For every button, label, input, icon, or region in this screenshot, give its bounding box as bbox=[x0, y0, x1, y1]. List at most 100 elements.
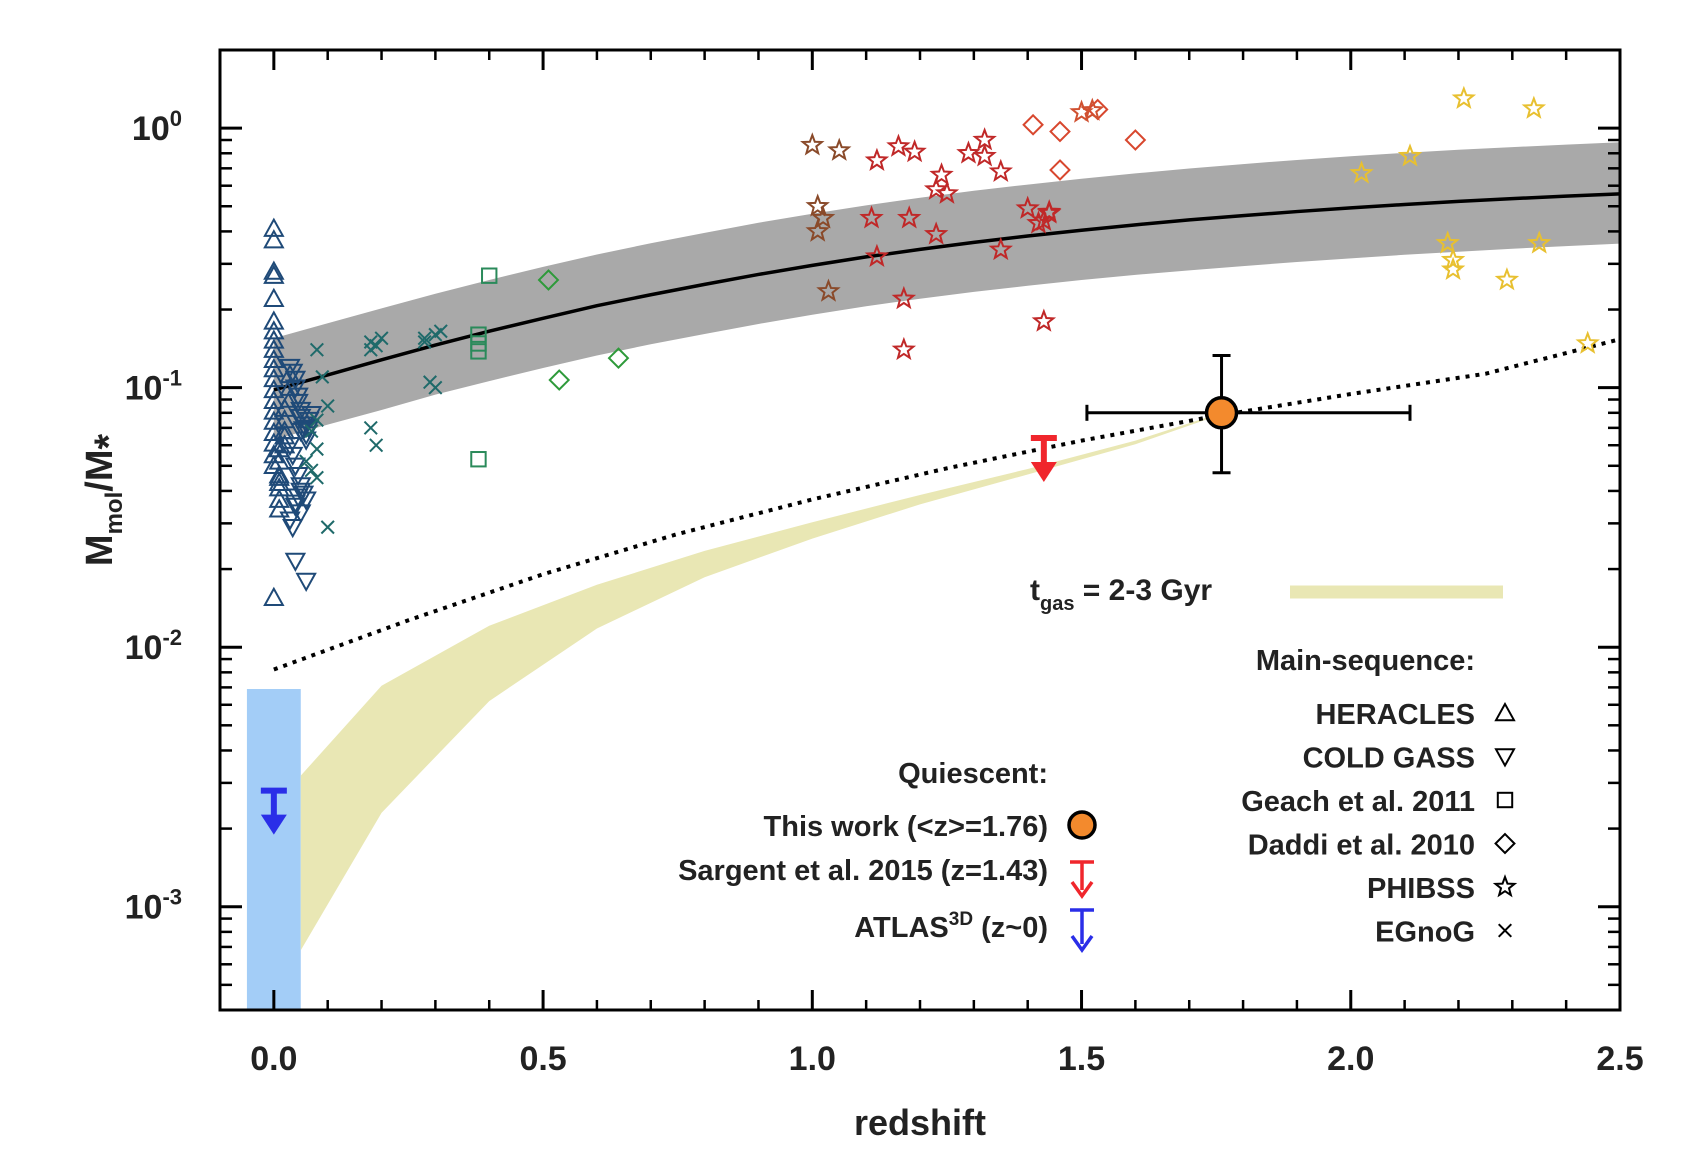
legend-item-label: HERACLES bbox=[1315, 699, 1475, 731]
this-work-point bbox=[1204, 396, 1239, 430]
data-point bbox=[988, 158, 1013, 183]
data-point bbox=[859, 205, 884, 229]
data-point-stroke-b bbox=[309, 470, 324, 485]
data-point bbox=[417, 331, 432, 346]
data-point bbox=[1521, 95, 1547, 119]
atlas3d-range-box bbox=[246, 689, 301, 1010]
data-point bbox=[1349, 160, 1374, 184]
data-point bbox=[295, 572, 317, 592]
data-point-stroke-b bbox=[363, 420, 378, 435]
data-point bbox=[263, 348, 285, 369]
sargent-legend-label: Sargent et al. 2015 (z=1.43) bbox=[678, 855, 1048, 887]
sargent-upper-limit bbox=[1030, 434, 1057, 482]
y-axis-label: Mmol/M* bbox=[79, 434, 131, 567]
axes-layer: 0.0 0.5 1.0 1.5 2.0 2.5 10-3 10-2 10-1 100 redshif… bbox=[79, 48, 1644, 1143]
data-point bbox=[864, 243, 890, 267]
data-point bbox=[263, 264, 285, 284]
data-point bbox=[1037, 200, 1062, 224]
data-point bbox=[290, 422, 312, 443]
data-point bbox=[1440, 256, 1466, 281]
data-point bbox=[1451, 85, 1477, 109]
data-point bbox=[891, 285, 917, 310]
data-point bbox=[433, 324, 448, 339]
data-point bbox=[304, 424, 319, 439]
data-point bbox=[864, 147, 890, 171]
data-point bbox=[1049, 120, 1071, 143]
sargent-legend-marker bbox=[1070, 860, 1094, 900]
series-phibss bbox=[1349, 85, 1600, 354]
data-point bbox=[320, 520, 335, 535]
data-point bbox=[263, 329, 285, 349]
atlas3d-upper-limit-arrow bbox=[260, 814, 287, 835]
data-point bbox=[810, 205, 836, 229]
data-point bbox=[263, 389, 285, 409]
data-point bbox=[1069, 99, 1094, 123]
data-point bbox=[956, 140, 981, 164]
quiescent-legend-title: Quiescent: bbox=[898, 758, 1048, 790]
x-tick-label: 2.5 bbox=[1596, 1040, 1643, 1078]
data-point bbox=[290, 482, 312, 502]
data-point bbox=[1397, 143, 1423, 167]
data-point bbox=[268, 477, 290, 497]
tgas-legend-label: tgas = 2-3 Gyr bbox=[1030, 574, 1212, 615]
data-point bbox=[287, 466, 309, 487]
data-point bbox=[268, 471, 290, 491]
x-tick-label: 0.0 bbox=[250, 1040, 297, 1078]
data-point bbox=[263, 229, 285, 249]
points-layer bbox=[260, 85, 1600, 835]
data-point bbox=[988, 236, 1013, 261]
data-point bbox=[1527, 230, 1552, 254]
data-point bbox=[827, 137, 852, 161]
main-sequence-legend-title: Main-sequence: bbox=[1256, 645, 1475, 677]
legend-marker bbox=[1494, 701, 1516, 722]
atlas-legend-marker bbox=[1070, 908, 1094, 954]
legend-marker-stroke-b bbox=[1497, 923, 1513, 938]
series-phibss bbox=[859, 127, 1062, 361]
data-point bbox=[805, 193, 830, 217]
series-daddi-et-al-2010 bbox=[1022, 98, 1147, 181]
data-point bbox=[281, 518, 304, 539]
series-egnog bbox=[299, 324, 448, 535]
data-point bbox=[470, 451, 487, 468]
data-point bbox=[800, 132, 825, 156]
data-point bbox=[268, 466, 290, 486]
data-point bbox=[300, 406, 323, 426]
data-point-stroke-b bbox=[320, 398, 335, 413]
data-point bbox=[299, 454, 314, 469]
data-point bbox=[263, 357, 285, 378]
series-phibss bbox=[800, 132, 852, 302]
this-work-point-group bbox=[1085, 354, 1412, 475]
data-point-stroke-b bbox=[320, 520, 335, 535]
main-sequence-line bbox=[273, 192, 1621, 392]
data-point-stroke-b bbox=[309, 442, 324, 457]
data-point-stroke-b bbox=[417, 334, 432, 349]
data-point bbox=[281, 446, 304, 467]
data-point bbox=[923, 176, 949, 200]
atlas-legend-label: ATLAS3D (z~0) bbox=[854, 909, 1048, 944]
this-work-legend-label: This work (<z>=1.76) bbox=[764, 811, 1048, 843]
data-point bbox=[902, 139, 927, 163]
data-point bbox=[263, 367, 285, 388]
data-point bbox=[363, 420, 378, 435]
data-point-stroke-b bbox=[309, 413, 324, 428]
data-point bbox=[279, 363, 301, 384]
data-point bbox=[607, 347, 630, 369]
legend-item-label: PHIBSS bbox=[1367, 873, 1475, 905]
data-point bbox=[816, 278, 841, 302]
x-tick-label: 0.5 bbox=[519, 1040, 566, 1078]
data-point bbox=[972, 143, 997, 167]
data-point bbox=[309, 342, 324, 357]
data-point bbox=[284, 552, 307, 572]
data-point-stroke-b bbox=[428, 380, 443, 395]
data-point-stroke-b bbox=[374, 331, 389, 346]
data-point bbox=[929, 162, 954, 186]
data-point-stroke-b bbox=[299, 454, 314, 469]
data-point bbox=[891, 336, 917, 361]
data-point-stroke-b bbox=[417, 331, 432, 346]
legend-marker bbox=[1494, 832, 1516, 855]
data-point bbox=[281, 363, 304, 383]
data-point bbox=[263, 260, 285, 280]
data-point bbox=[1015, 195, 1040, 219]
legend-marker bbox=[1497, 923, 1513, 938]
data-point bbox=[263, 454, 285, 474]
